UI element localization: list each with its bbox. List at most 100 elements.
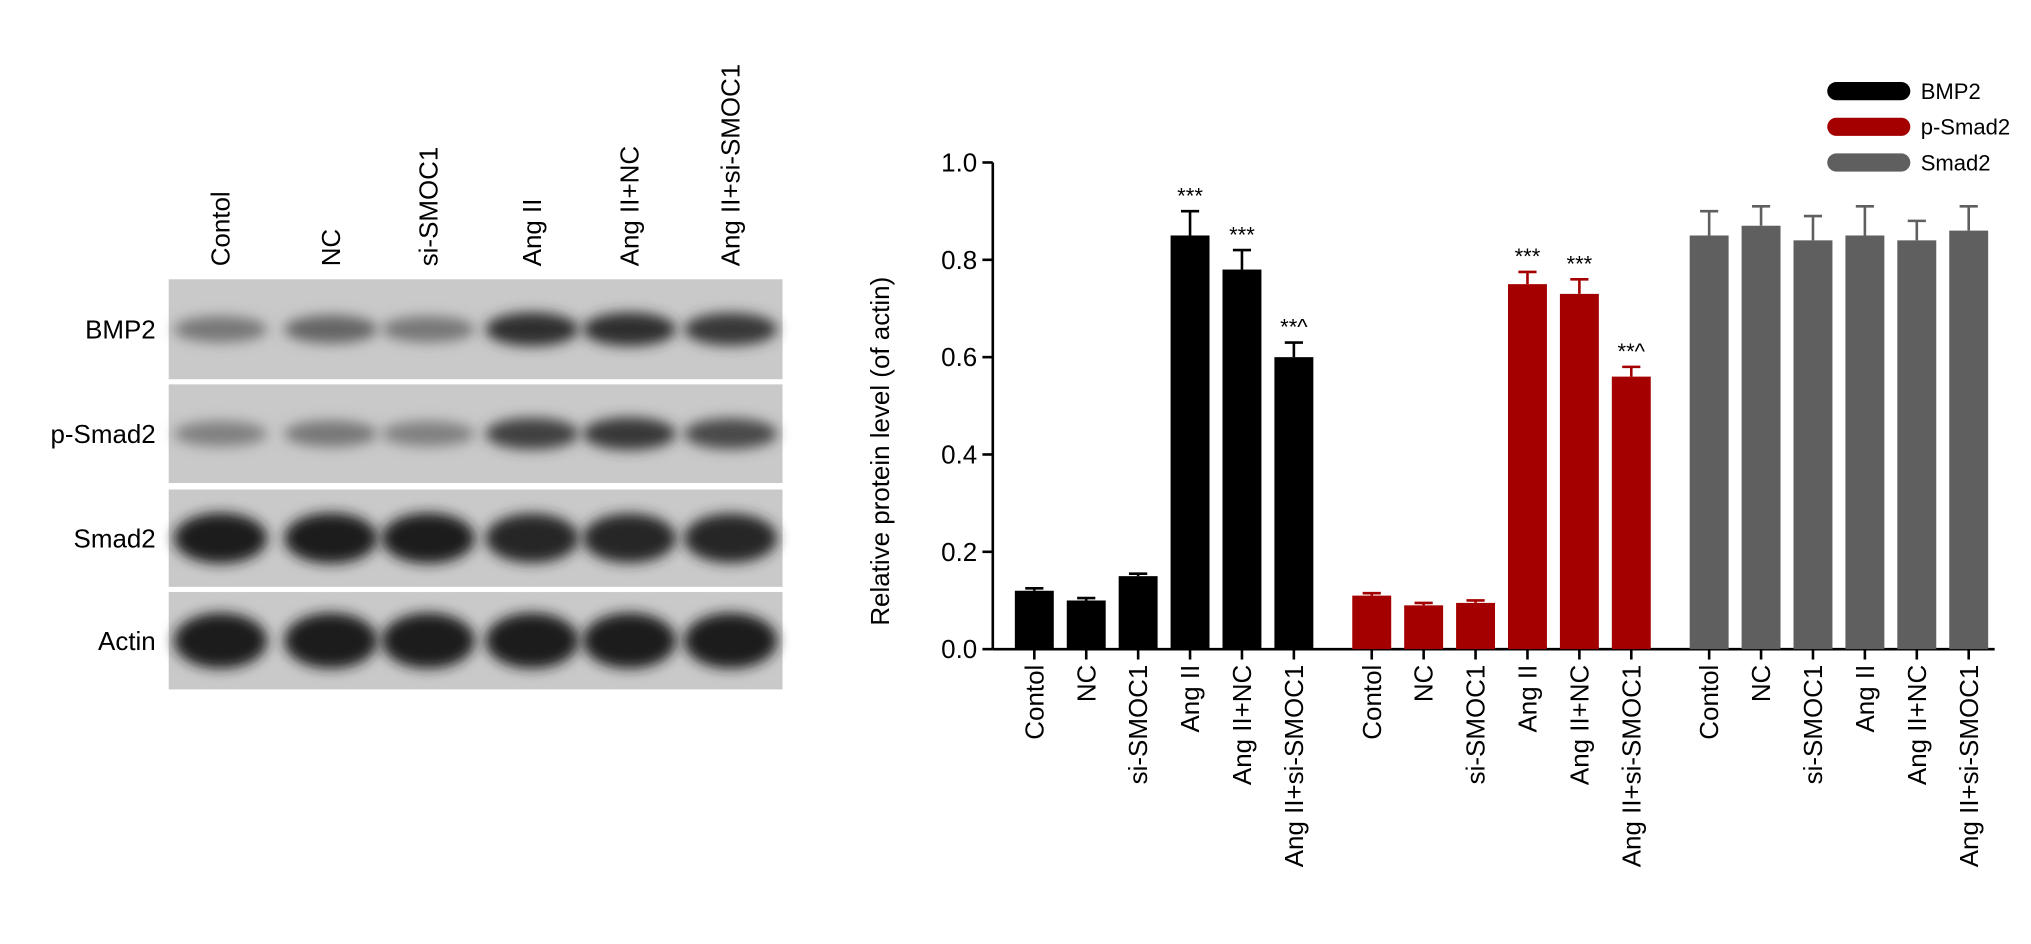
band: [284, 315, 378, 344]
x-tick-label: Contol: [1359, 665, 1387, 740]
x-tick-label: NC: [1748, 665, 1776, 702]
band: [485, 612, 579, 669]
x-tick-label: Ang II: [1515, 665, 1543, 733]
error-bar: [1077, 596, 1096, 601]
y-tick-label: 0.0: [941, 636, 977, 664]
bar: [1611, 376, 1651, 650]
band: [485, 312, 579, 347]
blot-strip: [168, 489, 783, 587]
error-bar: [1025, 587, 1044, 591]
band: [582, 417, 677, 451]
x-tick-label: si-SMOC1: [1125, 665, 1153, 785]
error-bar: [1803, 214, 1823, 241]
legend-swatch: [1827, 82, 1911, 101]
bar: [1559, 293, 1599, 650]
error-bar: [1751, 204, 1771, 226]
band: [485, 417, 579, 450]
band: [683, 513, 778, 563]
band: [173, 512, 268, 564]
error-bar: [1622, 365, 1641, 377]
blot-strip: [168, 279, 783, 380]
legend-swatch: [1827, 153, 1911, 172]
legend-label: Smad2: [1921, 150, 1991, 175]
x-tick-label: Ang II+si-SMOC1: [1618, 665, 1646, 868]
error-bar: [1518, 270, 1537, 285]
band: [683, 612, 778, 669]
significance-label: **^: [1618, 339, 1646, 364]
western-blot: Contol NC si-SMOC1 Ang II Ang II+NC Ang II+si…: [50, 64, 783, 692]
x-tick-label: si-SMOC1: [1800, 665, 1828, 785]
significance-label: **^: [1280, 315, 1308, 340]
blot-strip: [168, 384, 783, 484]
row-label: Actin: [98, 628, 156, 656]
error-bar: [1907, 219, 1926, 241]
y-tick-label: 0.2: [941, 539, 977, 567]
row-label: Smad2: [74, 525, 156, 553]
band: [173, 316, 268, 343]
band: [683, 418, 778, 450]
bar: [1404, 605, 1444, 650]
y-tick-label: 0.4: [941, 442, 977, 470]
band: [381, 316, 475, 343]
bar: [1845, 235, 1885, 650]
significance-label: ***: [1515, 244, 1541, 269]
legend-label: BMP2: [1921, 79, 1981, 104]
lane-label: si-SMOC1: [415, 147, 443, 267]
y-tick-label: 0.8: [941, 247, 977, 275]
bar: [1118, 576, 1158, 650]
x-tick-label: Contol: [1021, 665, 1049, 740]
x-tick-label: Ang II+si-SMOC1: [1281, 665, 1309, 868]
x-tick-label: Ang II+NC: [1229, 665, 1257, 785]
error-bar: [1959, 204, 1978, 231]
error-bar: [1284, 341, 1303, 358]
bar: [1352, 595, 1392, 650]
bar: [1741, 225, 1781, 650]
bar: [1170, 235, 1210, 650]
x-tick-label: Ang II: [1177, 665, 1205, 733]
band: [284, 612, 378, 669]
x-tick-label: si-SMOC1: [1463, 665, 1491, 785]
error-bar: [1855, 204, 1874, 236]
band: [582, 312, 677, 347]
bar: [1014, 590, 1054, 650]
row-label: p-Smad2: [50, 421, 155, 449]
legend-swatch: [1827, 117, 1911, 136]
band: [381, 420, 475, 447]
lane-label: Ang II+si-SMOC1: [718, 64, 746, 267]
x-tick-label: Ang II+NC: [1566, 665, 1594, 785]
bar: [1949, 230, 1989, 650]
bar: [1456, 602, 1496, 650]
bar: [1066, 600, 1106, 650]
x-tick-label: NC: [1411, 665, 1439, 702]
error-bar: [1466, 599, 1485, 603]
band: [284, 420, 378, 447]
bar: [1689, 235, 1729, 650]
error-bar: [1570, 277, 1589, 294]
y-tick-label: 1.0: [941, 150, 977, 178]
band: [485, 513, 579, 563]
band: [173, 420, 268, 447]
band: [381, 512, 475, 564]
bar: [1793, 240, 1833, 650]
x-tick-label: Ang II+si-SMOC1: [1956, 665, 1984, 868]
band: [582, 513, 677, 563]
bar: [1897, 240, 1937, 650]
band: [173, 612, 268, 669]
blot-strip: [168, 592, 783, 690]
band: [381, 612, 475, 669]
significance-label: ***: [1229, 222, 1255, 247]
error-bar: [1232, 248, 1252, 270]
x-tick-label: Contol: [1696, 665, 1724, 740]
bar-chart: 0.0 0.2 0.4 0.6 0.8 1.0 Relative protein level…: [867, 79, 2010, 867]
x-tick-label: Ang II: [1852, 665, 1880, 733]
x-tick-label: NC: [1073, 665, 1101, 702]
legend-label: p-Smad2: [1921, 115, 2010, 140]
lane-label: Ang II: [519, 199, 547, 267]
significance-label: ***: [1567, 251, 1593, 276]
error-bar: [1129, 572, 1148, 577]
error-bar: [1700, 209, 1719, 236]
bar: [1274, 357, 1314, 650]
error-bar: [1362, 591, 1381, 596]
y-axis-title: Relative protein level (of actin): [867, 277, 895, 626]
